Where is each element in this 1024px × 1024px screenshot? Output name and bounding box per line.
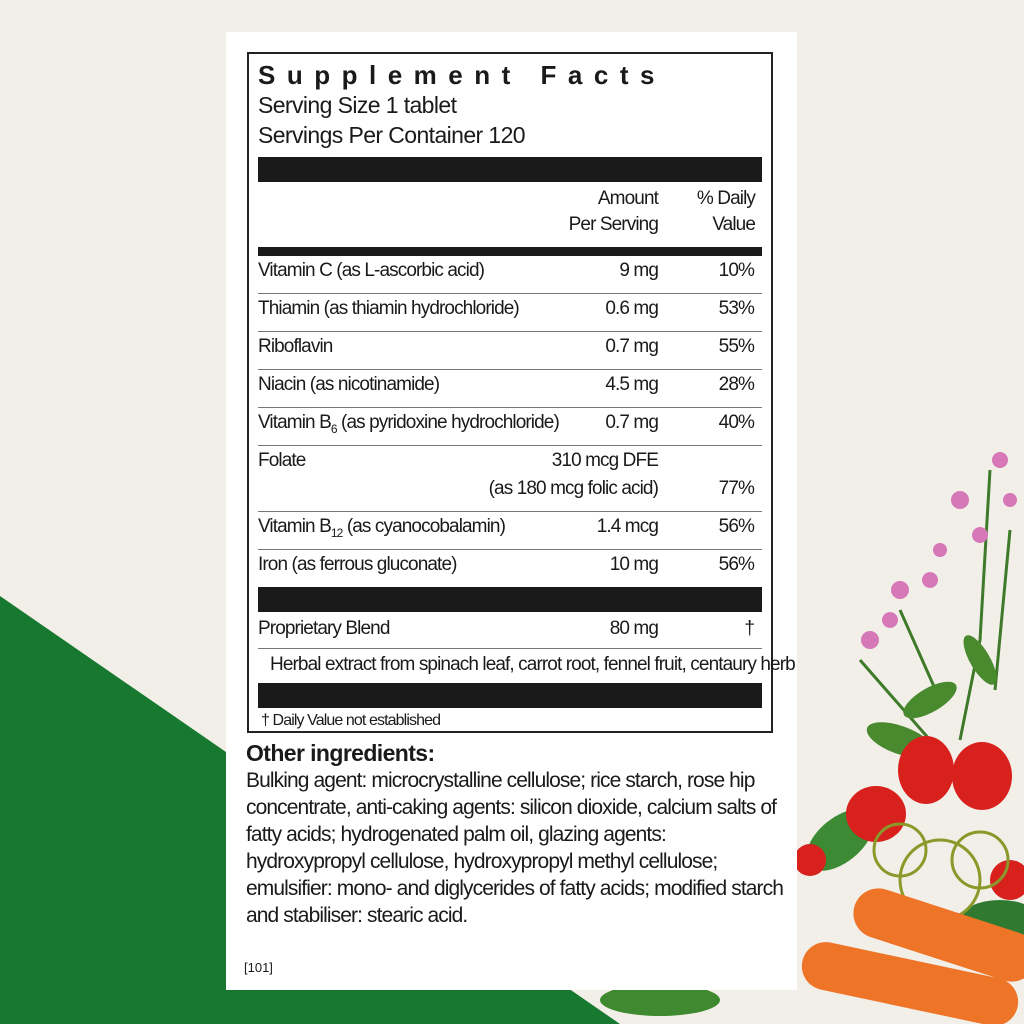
other-ingredients-text: Bulking agent: microcrystalline cellulos…	[246, 769, 784, 927]
facts-title: Supplement Facts	[258, 60, 666, 90]
blend-detail: Herbal extract from spinach leaf, carrot…	[270, 654, 796, 675]
serving-size: Serving Size 1 tablet	[258, 92, 457, 118]
divider-bar	[258, 683, 762, 708]
product-code: [101]	[244, 960, 273, 975]
daily-value-header: % Daily Value	[696, 188, 756, 235]
divider-bar	[258, 247, 762, 256]
other-ingredients-heading: Other ingredients:	[246, 740, 435, 766]
footnote: † Daily Value not established	[261, 712, 441, 729]
product-label-panel: Supplement Facts Serving Size 1 tablet S…	[226, 32, 797, 990]
amount-header: Amount Per Serving	[568, 188, 659, 235]
other-ingredients: Other ingredients: Bulking agent: microc…	[246, 740, 786, 929]
servings-per-container: Servings Per Container 120	[258, 122, 526, 148]
divider-bar	[258, 587, 762, 612]
vegetable-illustration	[600, 452, 1024, 1024]
divider-bar	[258, 157, 762, 182]
supplement-facts-table: Supplement Facts Serving Size 1 tablet S…	[247, 52, 796, 733]
